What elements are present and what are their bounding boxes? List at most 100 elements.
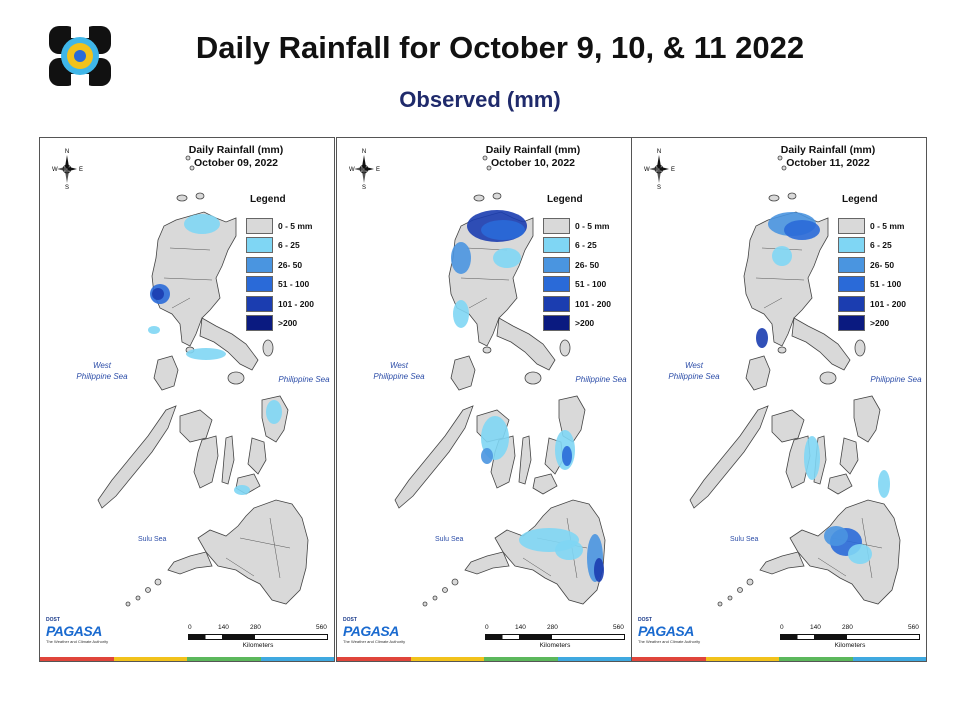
legend-swatch <box>543 217 570 234</box>
map-title-line1: Daily Rainfall (mm) <box>188 144 284 156</box>
legend-title: Legend <box>250 194 286 205</box>
legend-swatch <box>246 276 273 293</box>
rainfall-area-light-rain <box>848 544 872 564</box>
page-subtitle: Observed (mm) <box>399 87 561 112</box>
color-strip <box>632 657 926 661</box>
legend: Legend 0 - 5 mm 6 - 25 26- 50 51 - 100 101 -… <box>838 194 926 333</box>
legend-item: 6 - 25 <box>246 236 334 256</box>
rainfall-area-heavy <box>562 446 572 466</box>
legend-label: 51 - 100 <box>575 279 607 290</box>
rainfall-map-panel-3: N W E S Daily Rainfall (mm) October 11, … <box>631 137 927 662</box>
legend-item: 6 - 25 <box>838 236 926 256</box>
rainfall-area-light-rain <box>148 326 160 334</box>
map-title-line1: Daily Rainfall (mm) <box>780 144 876 156</box>
sulu-sea-label: Sulu Sea <box>138 536 167 543</box>
legend-label: 6 - 25 <box>575 240 597 251</box>
legend-item: 26- 50 <box>838 255 926 275</box>
map-title-line1: Daily Rainfall (mm) <box>485 144 581 156</box>
legend-label: 0 - 5 mm <box>870 220 905 231</box>
legend-item: 101 - 200 <box>246 294 334 314</box>
philippine-sea-label: Philippine Sea <box>575 375 627 384</box>
legend-item: 6 - 25 <box>543 236 631 256</box>
legend-label: 101 - 200 <box>575 298 611 309</box>
rainfall-area-heavy <box>481 220 525 240</box>
color-strip <box>337 657 631 661</box>
legend-label: >200 <box>870 318 890 329</box>
rainfall-area-light-rain <box>266 400 282 424</box>
legend-item: >200 <box>543 314 631 334</box>
legend-swatch <box>246 256 273 273</box>
rainfall-area-heavy <box>784 220 820 240</box>
legend-item: 26- 50 <box>246 255 334 275</box>
legend-item: 0 - 5 mm <box>543 216 631 236</box>
legend-swatch <box>246 295 273 312</box>
legend-swatch <box>838 217 865 234</box>
legend-title: Legend <box>842 194 878 205</box>
legend-item: 51 - 100 <box>246 275 334 295</box>
compass-rose-icon: N W E S <box>347 146 381 190</box>
legend-label: 51 - 100 <box>870 279 902 290</box>
legend-swatch <box>838 237 865 254</box>
rainfall-area-light-rain <box>493 248 521 268</box>
legend-swatch <box>246 237 273 254</box>
rainfall-area-light-rain <box>234 485 250 495</box>
map-title: Daily Rainfall (mm) October 11, 2022 <box>748 144 908 170</box>
legend-label: >200 <box>278 318 298 329</box>
sulu-sea-label: Sulu Sea <box>435 536 464 543</box>
rainfall-area-light-rain <box>184 214 220 234</box>
legend-label: 26- 50 <box>870 259 895 270</box>
philippine-sea-label: Philippine Sea <box>870 375 922 384</box>
legend-swatch <box>543 315 570 332</box>
legend-swatch <box>543 256 570 273</box>
legend-label: 101 - 200 <box>870 298 906 309</box>
legend-title: Legend <box>547 194 583 205</box>
pagasa-logo-icon <box>47 24 113 88</box>
philippines-map <box>394 155 606 607</box>
legend-item: 51 - 100 <box>543 275 631 295</box>
legend: Legend 0 - 5 mm 6 - 25 26- 50 51 - 100 101 -… <box>543 194 631 334</box>
svg-text:W: W <box>644 167 650 173</box>
svg-text:S: S <box>657 185 661 190</box>
map-date: October 09, 2022 <box>193 157 279 169</box>
legend-label: 101 - 200 <box>278 298 314 309</box>
legend-swatch <box>543 295 570 312</box>
rainfall-area-very-heavy <box>594 558 604 582</box>
legend-swatch <box>838 276 865 293</box>
svg-text:W: W <box>52 167 58 173</box>
svg-text:W: W <box>349 167 355 173</box>
philippines-map <box>689 155 901 607</box>
rainfall-map-panel-2: N W E S Daily Rainfall (mm) October 10, … <box>336 137 632 662</box>
page-title: Daily Rainfall for October 9, 10, & 11 2… <box>195 30 805 65</box>
compass-rose-icon: N W E S <box>50 146 84 190</box>
rainfall-area-light-rain <box>453 300 469 328</box>
scale-bar: 0 140 280 560 Kilometers <box>485 624 625 649</box>
legend: Legend 0 - 5 mm 6 - 25 26- 50 51 - 100 101 -… <box>246 194 334 334</box>
svg-text:S: S <box>65 185 69 190</box>
legend-item: 51 - 100 <box>838 275 926 295</box>
svg-text:N: N <box>65 149 69 155</box>
legend-label: 51 - 100 <box>278 279 310 290</box>
west-philippine-sea-label: West Philippine Sea <box>668 361 720 381</box>
map-date: October 11, 2022 <box>786 157 870 169</box>
legend-item: 101 - 200 <box>838 294 926 314</box>
rainfall-area-moderate <box>451 242 471 274</box>
pagasa-logo: DOST PAGASA The Weather and Climate Auth… <box>343 617 406 644</box>
svg-text:N: N <box>362 149 366 155</box>
west-philippine-sea-label: West Philippine Sea <box>76 361 128 381</box>
legend-item: 101 - 200 <box>543 294 631 314</box>
compass-rose-icon: N W E S <box>642 146 676 190</box>
legend-swatch <box>838 295 865 312</box>
legend-label: 26- 50 <box>575 259 600 270</box>
legend-item: >200 <box>246 314 334 334</box>
sulu-sea-label: Sulu Sea <box>730 536 759 543</box>
rainfall-area-very-heavy <box>756 328 768 348</box>
philippines-map <box>97 155 309 607</box>
pagasa-logo: DOST PAGASA The Weather and Climate Auth… <box>46 617 109 644</box>
rainfall-area-very-heavy <box>152 288 164 300</box>
svg-text:E: E <box>376 167 380 173</box>
legend-swatch <box>543 237 570 254</box>
pagasa-logo: DOST PAGASA The Weather and Climate Auth… <box>638 617 701 644</box>
scale-bar: 0 140 280 560 Kilometers <box>188 624 328 649</box>
rainfall-area-moderate <box>481 448 493 464</box>
color-strip <box>40 657 334 661</box>
